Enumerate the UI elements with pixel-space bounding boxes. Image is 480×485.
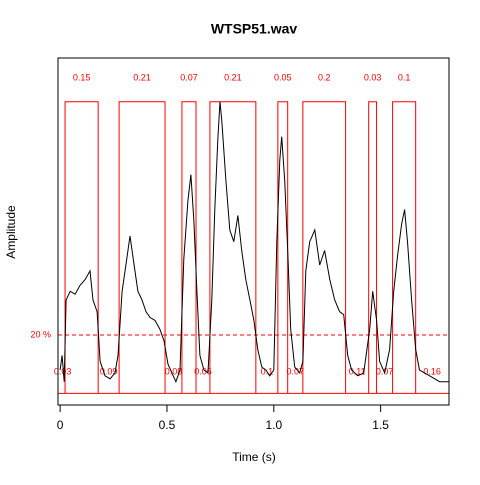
signal-duration-label: 0.05 [274,72,292,82]
signal-envelope [302,101,347,394]
chart-title: WTSP51.wav [211,21,298,37]
signal-envelope [368,101,378,394]
signal-duration-label: 0.2 [318,72,331,82]
signal-envelope [209,101,257,394]
x-axis-label: Time (s) [232,450,276,464]
signal-duration-label: 0.21 [224,72,242,82]
threshold-label: 20 % [30,329,51,339]
signal-envelope [181,101,197,394]
pause-duration-label: 0.06 [194,366,212,376]
signal-duration-label: 0.21 [133,72,151,82]
signal-duration-label: 0.15 [73,72,91,82]
x-tick-label: 0 [57,418,64,432]
x-tick-label: 0.5 [159,418,176,432]
signal-duration-label: 0.1 [398,72,411,82]
x-tick-label: 1.0 [265,418,282,432]
pause-duration-label: 0.11 [349,366,366,376]
y-axis-label: Amplitude [4,205,18,259]
pause-duration-label: 0.03 [54,366,72,376]
signal-envelope [118,101,166,394]
plot-frame [57,57,450,406]
pause-duration-label: 0.07 [287,366,305,376]
pause-duration-label: 0.08 [165,366,183,376]
pause-duration-label: 0.09 [100,366,118,376]
waveform [59,101,449,384]
pause-duration-label: 0.16 [423,366,441,376]
signal-duration-label: 0.03 [364,72,382,82]
x-tick-label: 1.5 [372,418,389,432]
signal-envelope [64,101,99,394]
signal-duration-label: 0.07 [180,72,198,82]
signal-envelope [392,101,417,394]
